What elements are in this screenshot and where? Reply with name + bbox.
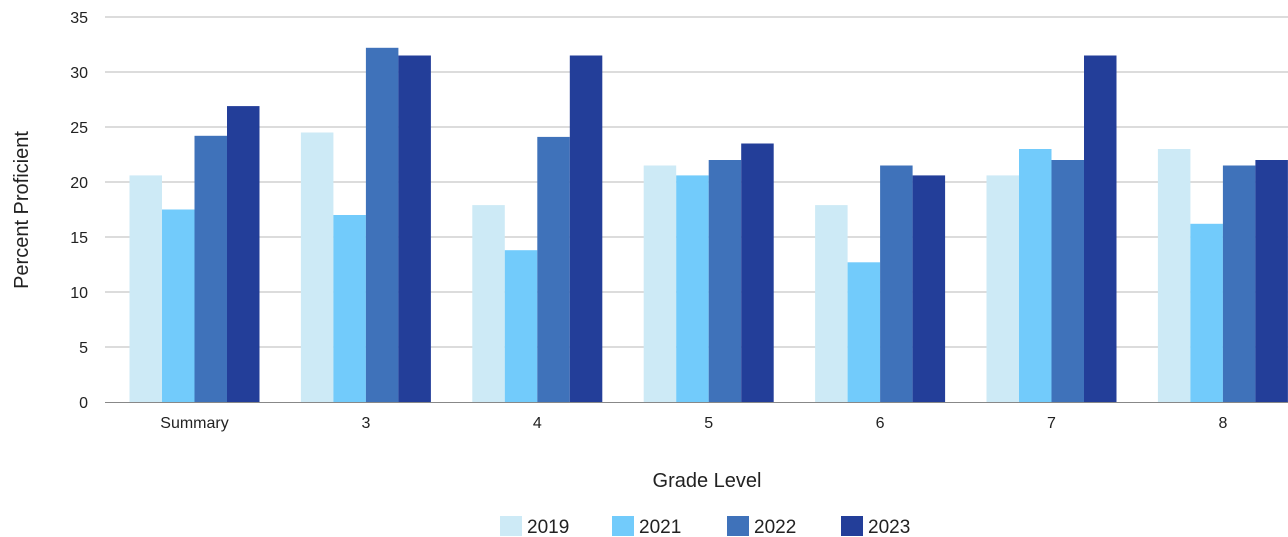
bar-2021-3 xyxy=(333,215,366,402)
legend-swatch-2019 xyxy=(500,516,522,536)
bar-2019-3 xyxy=(300,132,334,402)
y-tick-label: 15 xyxy=(70,230,88,247)
bar-2019-6 xyxy=(815,205,848,402)
x-axis-tick-labels: Summary 3 4 5 6 7 8 xyxy=(160,415,1227,432)
bar-2021-4 xyxy=(504,250,538,402)
bar-2023-6 xyxy=(912,175,946,402)
x-tick-label: 7 xyxy=(1047,415,1056,432)
legend-swatch-2021 xyxy=(612,516,634,536)
y-axis-tick-labels: 0 5 10 15 20 25 30 35 xyxy=(70,10,88,412)
bar-2022-7 xyxy=(1051,160,1084,402)
legend-swatch-2022 xyxy=(727,516,749,536)
bar-2022-Summary xyxy=(194,135,227,403)
bar-2021-6 xyxy=(847,262,881,402)
bar-2023-3 xyxy=(398,55,431,402)
bar-2022-6 xyxy=(880,165,913,402)
bar-2023-8 xyxy=(1255,160,1288,402)
bar-2019-8 xyxy=(1157,149,1191,402)
bar-2023-5 xyxy=(741,143,774,402)
bar-2022-5 xyxy=(708,160,742,402)
bar-2022-8 xyxy=(1222,165,1256,402)
bars xyxy=(129,47,1288,403)
bar-2023-7 xyxy=(1084,55,1117,402)
bar-2021-5 xyxy=(676,175,709,402)
x-axis-title: Grade Level xyxy=(653,470,762,492)
x-tick-label: 4 xyxy=(533,415,542,432)
bar-2019-4 xyxy=(472,205,505,402)
y-tick-label: 35 xyxy=(70,10,88,27)
y-tick-label: 20 xyxy=(70,175,88,192)
x-tick-label: 8 xyxy=(1218,415,1227,432)
legend-label: 2022 xyxy=(754,517,796,537)
legend: 2019 2021 2022 2023 xyxy=(500,516,910,537)
bar-2022-3 xyxy=(365,47,399,403)
bar-2019-5 xyxy=(643,165,677,402)
bar-2023-Summary xyxy=(227,106,260,402)
bar-2022-4 xyxy=(537,136,570,402)
legend-label: 2023 xyxy=(868,517,910,537)
bar-2021-Summary xyxy=(162,209,195,402)
y-tick-label: 10 xyxy=(70,285,88,302)
bar-2021-8 xyxy=(1190,223,1223,402)
bar-2019-7 xyxy=(986,175,1019,402)
y-tick-label: 30 xyxy=(70,65,88,82)
x-tick-label: 3 xyxy=(361,415,370,432)
y-tick-label: 5 xyxy=(79,340,88,357)
x-tick-label: 5 xyxy=(704,415,713,432)
x-tick-label: 6 xyxy=(876,415,885,432)
x-tick-label: Summary xyxy=(160,415,228,432)
y-tick-label: 25 xyxy=(70,120,88,137)
y-axis-title: Percent Proficient xyxy=(11,131,33,289)
legend-label: 2021 xyxy=(639,517,681,537)
bar-2019-Summary xyxy=(129,175,162,402)
bar-2021-7 xyxy=(1019,149,1052,402)
y-tick-label: 0 xyxy=(79,395,88,412)
bar-2023-4 xyxy=(569,55,603,402)
legend-swatch-2023 xyxy=(841,516,863,536)
legend-label: 2019 xyxy=(527,517,569,537)
